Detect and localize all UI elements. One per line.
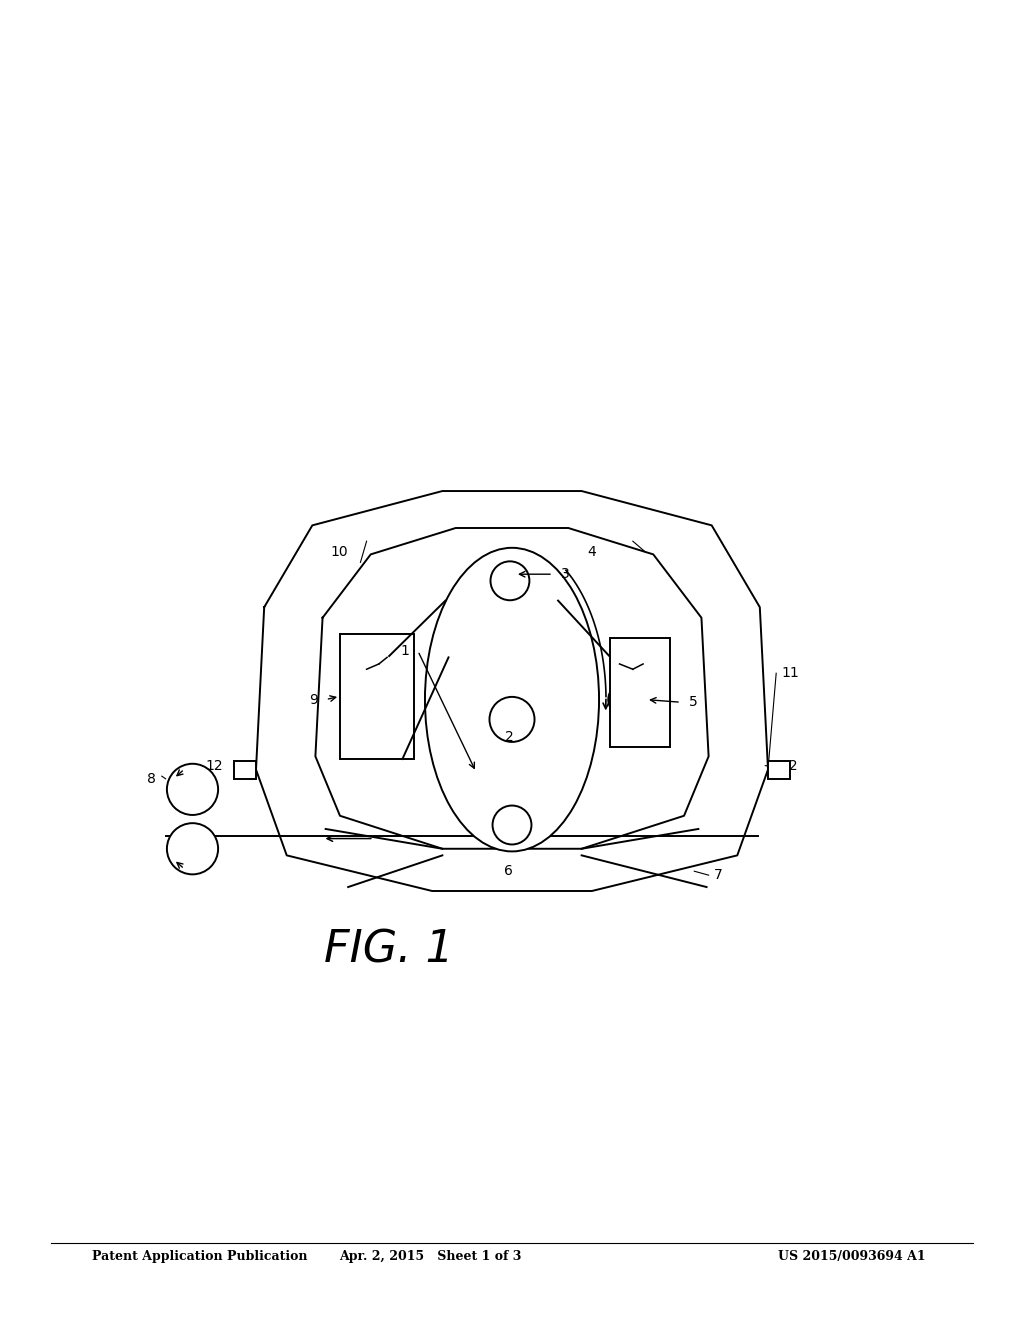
Ellipse shape (493, 805, 531, 845)
Text: FIG. 1: FIG. 1 (325, 929, 454, 972)
Bar (610, 638, 670, 747)
Text: Patent Application Publication: Patent Application Publication (92, 1250, 307, 1263)
Text: US 2015/0093694 A1: US 2015/0093694 A1 (778, 1250, 926, 1263)
Ellipse shape (490, 561, 529, 601)
Text: 3: 3 (561, 568, 569, 581)
Text: 10: 10 (331, 545, 348, 558)
Ellipse shape (167, 764, 218, 814)
Ellipse shape (425, 548, 599, 851)
Text: Apr. 2, 2015   Sheet 1 of 3: Apr. 2, 2015 Sheet 1 of 3 (339, 1250, 521, 1263)
Text: 11: 11 (781, 667, 799, 680)
Text: 4: 4 (588, 545, 597, 558)
Text: 2: 2 (505, 730, 513, 743)
Bar (234, 760, 256, 779)
Bar (340, 634, 414, 759)
Text: 8: 8 (146, 772, 156, 785)
Text: 12: 12 (206, 759, 223, 772)
Bar (768, 760, 790, 779)
Ellipse shape (489, 697, 535, 742)
Text: 9: 9 (309, 693, 317, 706)
Text: 1: 1 (401, 644, 410, 657)
Text: 12: 12 (780, 759, 798, 772)
Text: 7: 7 (714, 869, 722, 882)
Ellipse shape (167, 824, 218, 874)
Text: 6: 6 (505, 865, 513, 878)
Text: 5: 5 (689, 696, 697, 709)
Ellipse shape (608, 684, 641, 715)
